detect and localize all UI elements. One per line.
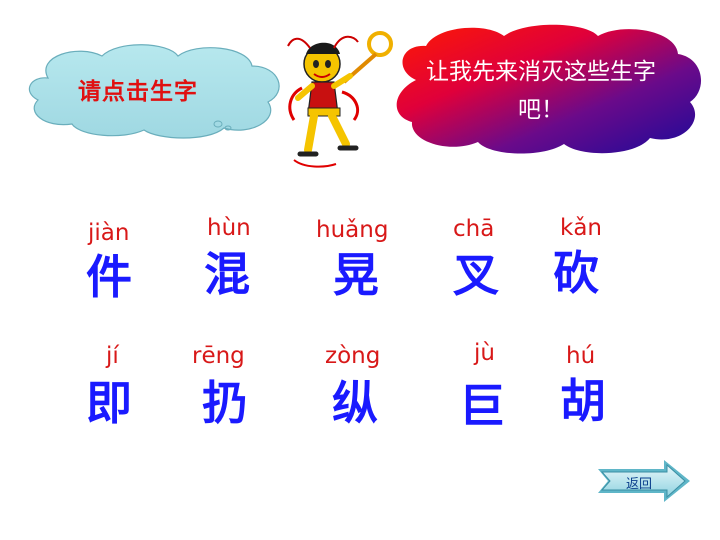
hanzi-hu[interactable]: 胡 <box>560 374 606 428</box>
pinyin-kan: kǎn <box>560 215 602 241</box>
hanzi-kan[interactable]: 砍 <box>553 246 599 300</box>
prompt-text: 请点击生字 <box>78 79 198 105</box>
hanzi-cha[interactable]: 叉 <box>453 248 499 302</box>
back-button-label[interactable]: 返回 <box>626 477 653 492</box>
prompt-cloud <box>28 44 280 139</box>
pinyin-hun: hùn <box>207 215 251 241</box>
pinyin-ju: jù <box>474 340 495 366</box>
hanzi-reng[interactable]: 扔 <box>202 376 248 430</box>
speech-cloud <box>396 24 702 154</box>
hanzi-huang[interactable]: 晃 <box>333 248 379 302</box>
pinyin-ji: jí <box>106 343 119 369</box>
hanzi-ju[interactable]: 巨 <box>459 379 505 433</box>
speech-line-1: 让我先来消灭这些生字 <box>426 59 656 85</box>
speech-line-2: 吧！ <box>518 97 564 123</box>
hanzi-jian[interactable]: 件 <box>86 250 132 304</box>
pinyin-zong: zòng <box>325 343 381 369</box>
pinyin-huang: huǎng <box>316 217 389 243</box>
hanzi-zong[interactable]: 纵 <box>332 376 378 430</box>
pinyin-hu: hú <box>566 343 596 369</box>
arrow-right-icon <box>598 460 690 502</box>
back-button[interactable] <box>596 459 692 503</box>
monkey-king-icon <box>287 31 393 168</box>
pinyin-reng: rēng <box>192 343 245 369</box>
hanzi-ji[interactable]: 即 <box>86 376 132 430</box>
pinyin-cha: chā <box>453 216 495 242</box>
hanzi-hun[interactable]: 混 <box>204 247 250 301</box>
pinyin-jian: jiàn <box>88 220 130 246</box>
